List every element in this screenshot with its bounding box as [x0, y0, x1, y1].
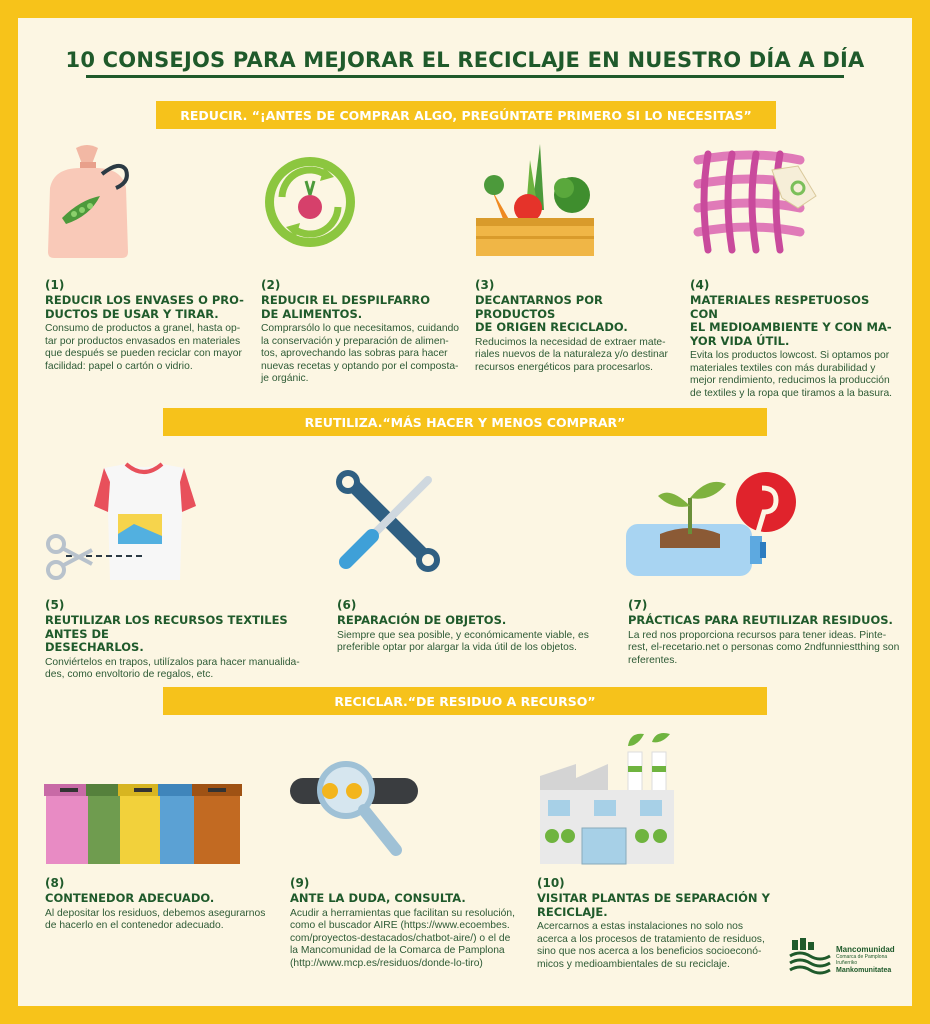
tip-body: Consumo de productos a granel, hasta op-…	[45, 323, 242, 372]
compost-icon	[265, 157, 355, 247]
tip-heading: DECANTARNOS POR PRODUCTOS DE ORIGEN RECI…	[475, 293, 628, 334]
magnifier-icon	[290, 761, 418, 856]
tip-number: (1)	[45, 278, 65, 292]
tip-9: (9) ANTE LA DUDA, CONSULTA. Acudir a her…	[290, 876, 525, 970]
tip-heading: MATERIALES RESPETUOSOS CON EL MEDIOAMBIE…	[690, 293, 892, 348]
tip-7: (7) PRÁCTICAS PARA REUTILIZAR RESIDUOS. …	[628, 598, 903, 667]
bins-icon	[44, 784, 242, 864]
tip-number: (8)	[45, 876, 65, 890]
tip-body: Al depositar los residuos, debemos asegu…	[45, 907, 266, 932]
tip-heading: PRÁCTICAS PARA REUTILIZAR RESIDUOS.	[628, 613, 893, 627]
tip-heading: REDUCIR EL DESPILFARRO DE ALIMENTOS.	[261, 293, 431, 321]
tip-body: La red nos proporciona recursos para ten…	[628, 629, 900, 666]
tip-body: Acercarnos a estas instalaciones no solo…	[537, 921, 765, 970]
tip-6: (6) REPARACIÓN DE OBJETOS. Siempre que s…	[337, 598, 612, 655]
tip-5: (5) REUTILIZAR LOS RECURSOS TEXTILES ANT…	[45, 598, 320, 682]
tip-body: Evita los productos lowcost. Si optamos …	[690, 350, 893, 399]
tip-10: (10) VISITAR PLANTAS DE SEPARACIÓN Y REC…	[537, 876, 777, 971]
tools-icon	[336, 470, 440, 572]
tip-1: (1) REDUCIR LOS ENVASES O PRO- DUCTOS DE…	[45, 278, 250, 373]
tip-number: (10)	[537, 876, 565, 890]
section-banner-reciclar: RECICLAR.“DE RESIDUO A RECURSO”	[163, 687, 767, 715]
tip-body: Siempre que sea posible, y económicament…	[337, 629, 589, 654]
logo-line-4: Mankomunitatea	[836, 967, 892, 974]
logo-text: Mancomunidad Comarca de Pamplona Iruñerr…	[836, 945, 895, 975]
page-title: 10 CONSEJOS PARA MEJORAR EL RECICLAJE EN…	[65, 48, 865, 72]
tshirt-scissors-icon	[46, 462, 196, 580]
mancomunidad-logo-icon	[789, 938, 831, 975]
tip-body: Reducimos la necesidad de extraer mate- …	[475, 336, 668, 373]
bag-icon	[48, 145, 129, 258]
fabric-tag-icon	[693, 150, 817, 254]
tip-number: (3)	[475, 278, 495, 292]
tip-heading: ANTE LA DUDA, CONSULTA.	[290, 891, 466, 905]
tip-number: (4)	[690, 278, 710, 292]
tip-heading: REDUCIR LOS ENVASES O PRO- DUCTOS DE USA…	[45, 293, 244, 321]
tip-4: (4) MATERIALES RESPETUOSOS CON EL MEDIOA…	[690, 278, 895, 400]
section-banner-reutiliza: REUTILIZA.“MÁS HACER Y MENOS COMPRAR”	[163, 408, 767, 436]
tip-8: (8) CONTENEDOR ADECUADO. Al depositar lo…	[45, 876, 280, 933]
tip-heading: REPARACIÓN DE OBJETOS.	[337, 613, 507, 627]
tip-body: Conviértelos en trapos, utilízalos para …	[45, 656, 300, 681]
tip-heading: VISITAR PLANTAS DE SEPARACIÓN Y RECICLAJ…	[537, 891, 770, 919]
vegetable-crate-icon	[476, 144, 594, 256]
tip-heading: CONTENEDOR ADECUADO.	[45, 891, 215, 905]
tip-number: (6)	[337, 598, 357, 612]
logo-line-3: Iruñerriko	[836, 960, 858, 966]
tip-number: (2)	[261, 278, 281, 292]
tip-number: (5)	[45, 598, 65, 612]
bottle-plant-icon	[626, 472, 796, 576]
tip-heading: REUTILIZAR LOS RECURSOS TEXTILES ANTES D…	[45, 613, 288, 654]
tip-number: (7)	[628, 598, 648, 612]
section-banner-reducir: REDUCIR. “¡ANTES DE COMPRAR ALGO, PREGÚN…	[156, 101, 776, 129]
tip-number: (9)	[290, 876, 310, 890]
tip-body: Acudir a herramientas que facilitan su r…	[290, 907, 515, 969]
logo-line-2: Comarca de Pamplona	[836, 954, 888, 960]
logo-line-1: Mancomunidad	[836, 945, 895, 954]
title-underline	[86, 75, 844, 78]
tip-2: (2) REDUCIR EL DESPILFARRO DE ALIMENTOS.…	[261, 278, 466, 386]
factory-icon	[540, 733, 674, 865]
tip-3: (3) DECANTARNOS POR PRODUCTOS DE ORIGEN …	[475, 278, 680, 374]
tip-body: Comprarsólo lo que necesitamos, cuidando…	[261, 323, 460, 385]
